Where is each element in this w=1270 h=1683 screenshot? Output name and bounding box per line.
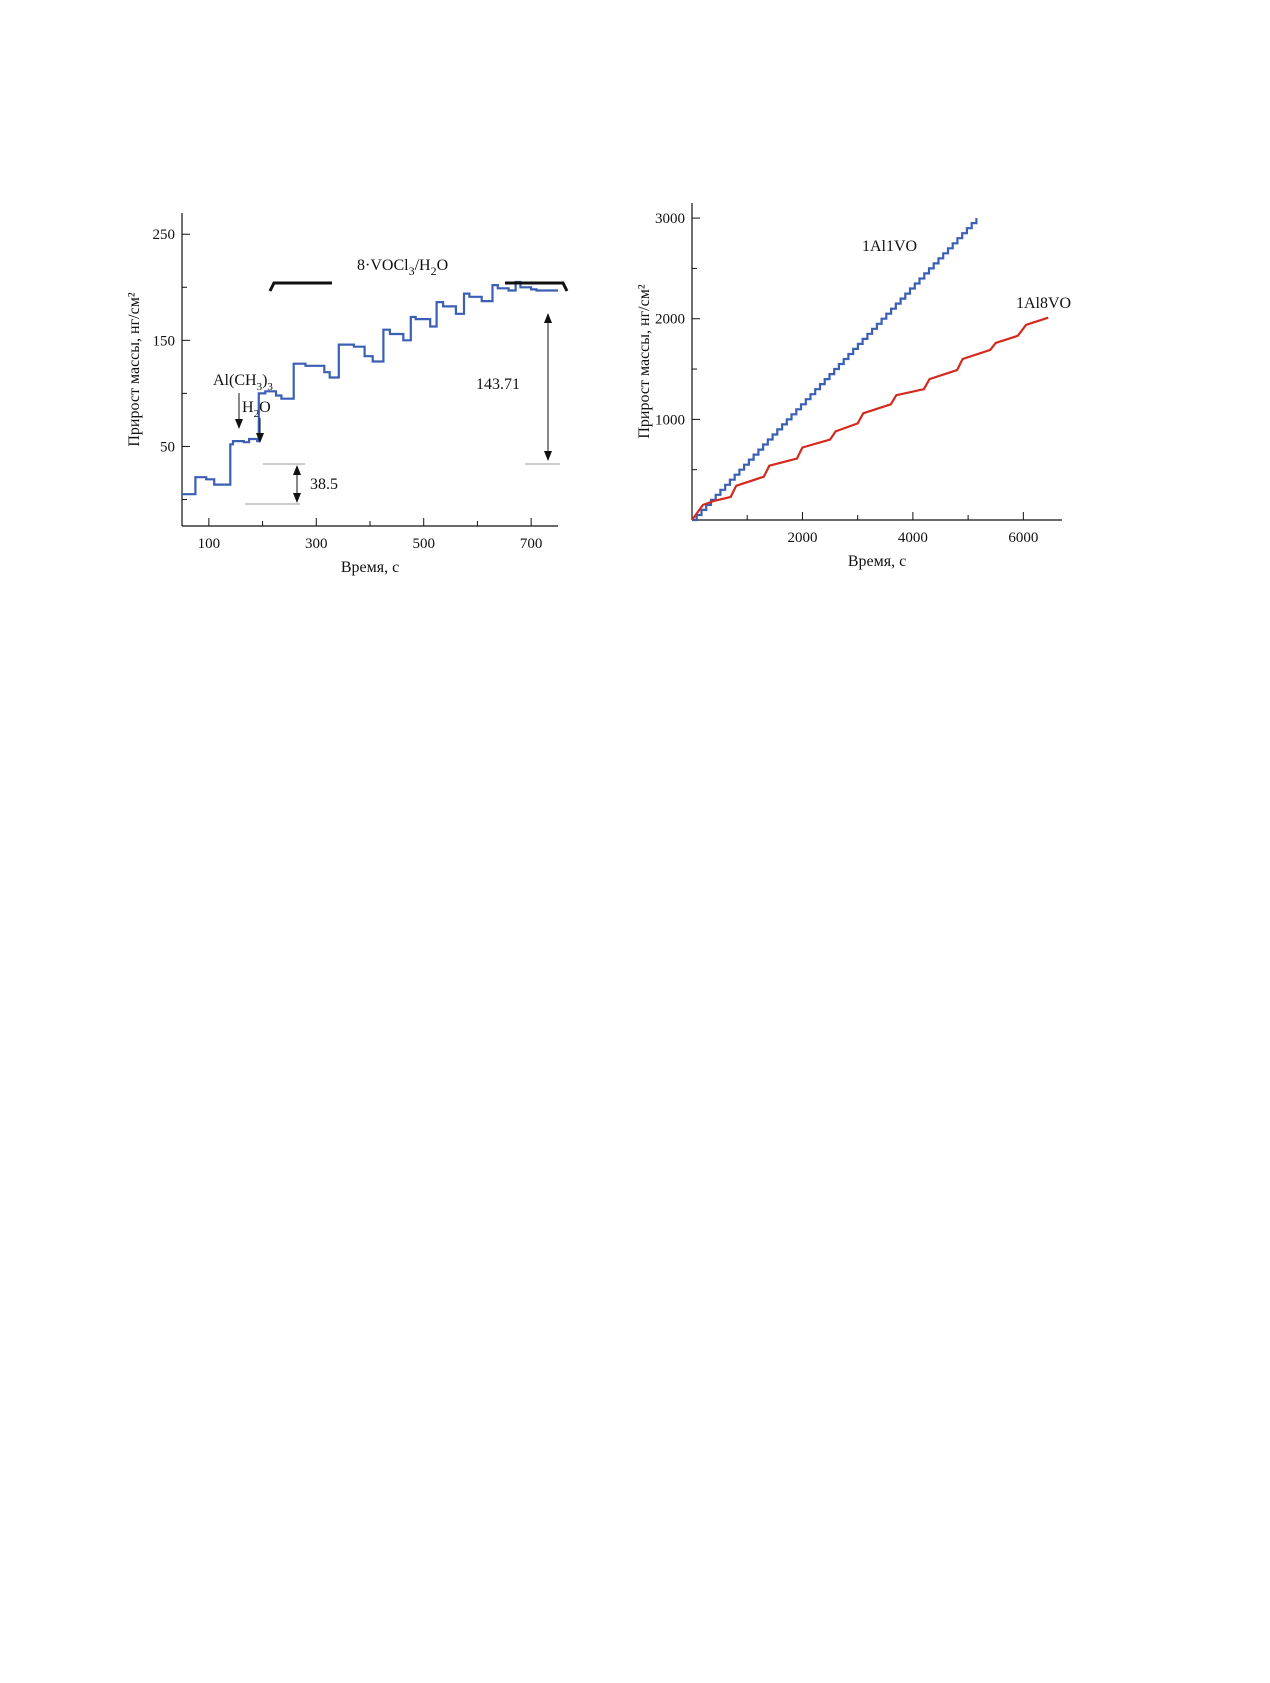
right-chart-x-tick-label: 4000	[898, 530, 928, 546]
delta-small-arrowhead-up	[293, 465, 301, 475]
chart-left: 100 300 500 700 50 150 250 Время, с Прирост масс…	[120, 205, 600, 625]
left-chart-y-tick-label: 150	[153, 333, 176, 349]
left-chart-x-tick-label: 500	[412, 536, 435, 552]
right-chart-x-axis-label: Время, с	[848, 553, 906, 570]
left-chart-y-tick-label: 50	[160, 439, 175, 455]
left-chart-x-tick-label: 100	[198, 536, 221, 552]
delta-big-label: 143.71	[476, 376, 520, 393]
chart-left-svg: 100 300 500 700 50 150 250 Время, с Прирост масс…	[126, 213, 569, 576]
delta-small-arrowhead-down	[293, 493, 301, 503]
series-line-1al8vo	[691, 316, 1049, 521]
right-chart-y-tick-label: 1000	[655, 412, 685, 428]
chart-right-svg: 2000 4000 6000 1000 2000 3000 Время, с Прирост …	[636, 203, 1071, 570]
right-chart-x-tick-label: 6000	[1008, 530, 1038, 546]
right-chart-y-tick-label: 3000	[655, 211, 685, 227]
precursor-annotation: Al(CH3)3	[213, 372, 273, 393]
delta-big-arrowhead-down	[544, 451, 552, 461]
chart-right: 2000 4000 6000 1000 2000 3000 Время, с Прирост …	[630, 195, 1150, 625]
series-label-1al8vo: 1Al8VO	[1016, 295, 1071, 312]
left-chart-y-axis-label: Прирост массы, нг/см²	[126, 292, 143, 446]
cycle-bracket-left	[268, 281, 332, 292]
series-label-1al1vo: 1Al1VO	[862, 238, 917, 255]
left-chart-x-tick-label: 300	[305, 536, 328, 552]
precursor-arrowhead	[235, 419, 243, 429]
right-chart-y-axis-label: Прирост массы, нг/см²	[636, 284, 653, 438]
left-chart-y-tick-label: 250	[153, 227, 176, 243]
right-chart-y-tick-label: 2000	[655, 312, 685, 328]
cycle-bracket-right	[505, 281, 569, 292]
water-arrowhead	[256, 433, 264, 443]
water-annotation: H2O	[242, 399, 271, 420]
right-chart-x-tick-label: 2000	[787, 530, 817, 546]
cycle-annotation: 8·VOCl3/H2O	[357, 257, 448, 278]
left-chart-x-axis-label: Время, с	[341, 559, 399, 576]
left-chart-series-line	[182, 280, 558, 496]
left-chart-x-tick-label: 700	[520, 536, 543, 552]
series-line-1al1vo	[692, 218, 978, 522]
delta-small-label: 38.5	[310, 476, 338, 493]
delta-big-arrowhead-up	[544, 313, 552, 323]
